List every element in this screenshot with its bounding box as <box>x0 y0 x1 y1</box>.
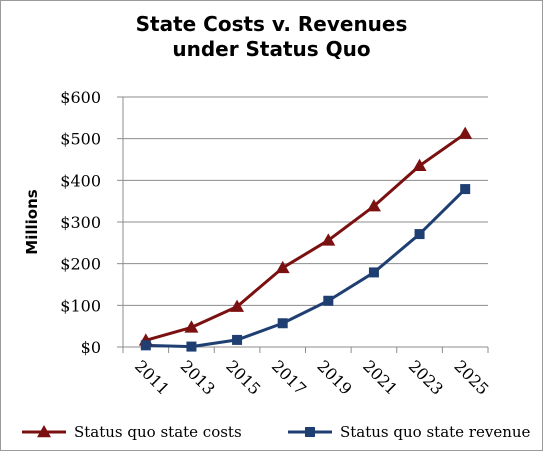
data-point-triangle <box>275 260 290 274</box>
legend-label: Status quo state revenue <box>340 423 531 441</box>
series-line-2 <box>145 188 467 349</box>
y-tick-label: $200 <box>60 255 101 274</box>
gridlines <box>123 96 488 306</box>
data-point-triangle <box>321 233 336 246</box>
x-tick-label: 2019 <box>313 356 355 398</box>
y-tick-label: $600 <box>60 88 101 107</box>
data-point-square <box>232 334 243 345</box>
y-tick-label: $100 <box>60 296 101 315</box>
data-point-triangle <box>412 158 427 171</box>
x-tick-label: 2021 <box>359 356 401 398</box>
data-point-square <box>140 340 151 351</box>
x-tick-label: 2013 <box>177 356 219 398</box>
x-tick-label: 2015 <box>222 356 264 398</box>
data-point-triangle <box>366 199 381 212</box>
series-lines <box>145 132 467 349</box>
data-point-square <box>368 267 379 278</box>
x-tick-labels: 2011 2013 2015 2017 2019 2021 2023 2025 <box>131 356 493 398</box>
y-tick-label: $400 <box>60 171 101 190</box>
y-tick-label: $300 <box>60 213 101 232</box>
legend: Status quo state costs Status quo state r… <box>22 423 531 441</box>
legend-marker-triangle <box>37 425 51 438</box>
chart-title-line1: State Costs v. Revenues <box>135 12 408 36</box>
data-point-triangle <box>458 126 473 139</box>
chart-title: State Costs v. Revenues under Status Quo <box>0 12 543 62</box>
data-point-square <box>460 184 471 195</box>
legend-label: Status quo state costs <box>74 423 242 441</box>
data-point-square <box>277 318 288 329</box>
x-tick-label: 2011 <box>131 356 173 398</box>
data-point-square <box>414 229 425 240</box>
x-tick-label: 2017 <box>268 356 310 398</box>
data-point-triangle <box>184 320 199 333</box>
y-tick-labels: $0 $100 $200 $300 $400 $500 $600 <box>60 88 101 357</box>
data-point-square <box>323 295 334 306</box>
y-tick-label: $0 <box>81 338 101 357</box>
x-tick-label: 2023 <box>405 356 447 398</box>
series-line-1 <box>145 132 467 342</box>
y-tick-label: $500 <box>60 130 101 149</box>
series-markers <box>138 126 473 352</box>
x-tick-label: 2025 <box>450 356 492 398</box>
legend-marker-square <box>305 427 315 437</box>
data-point-triangle <box>230 299 245 312</box>
chart-title-line2: under Status Quo <box>172 37 371 61</box>
data-point-square <box>186 341 197 352</box>
